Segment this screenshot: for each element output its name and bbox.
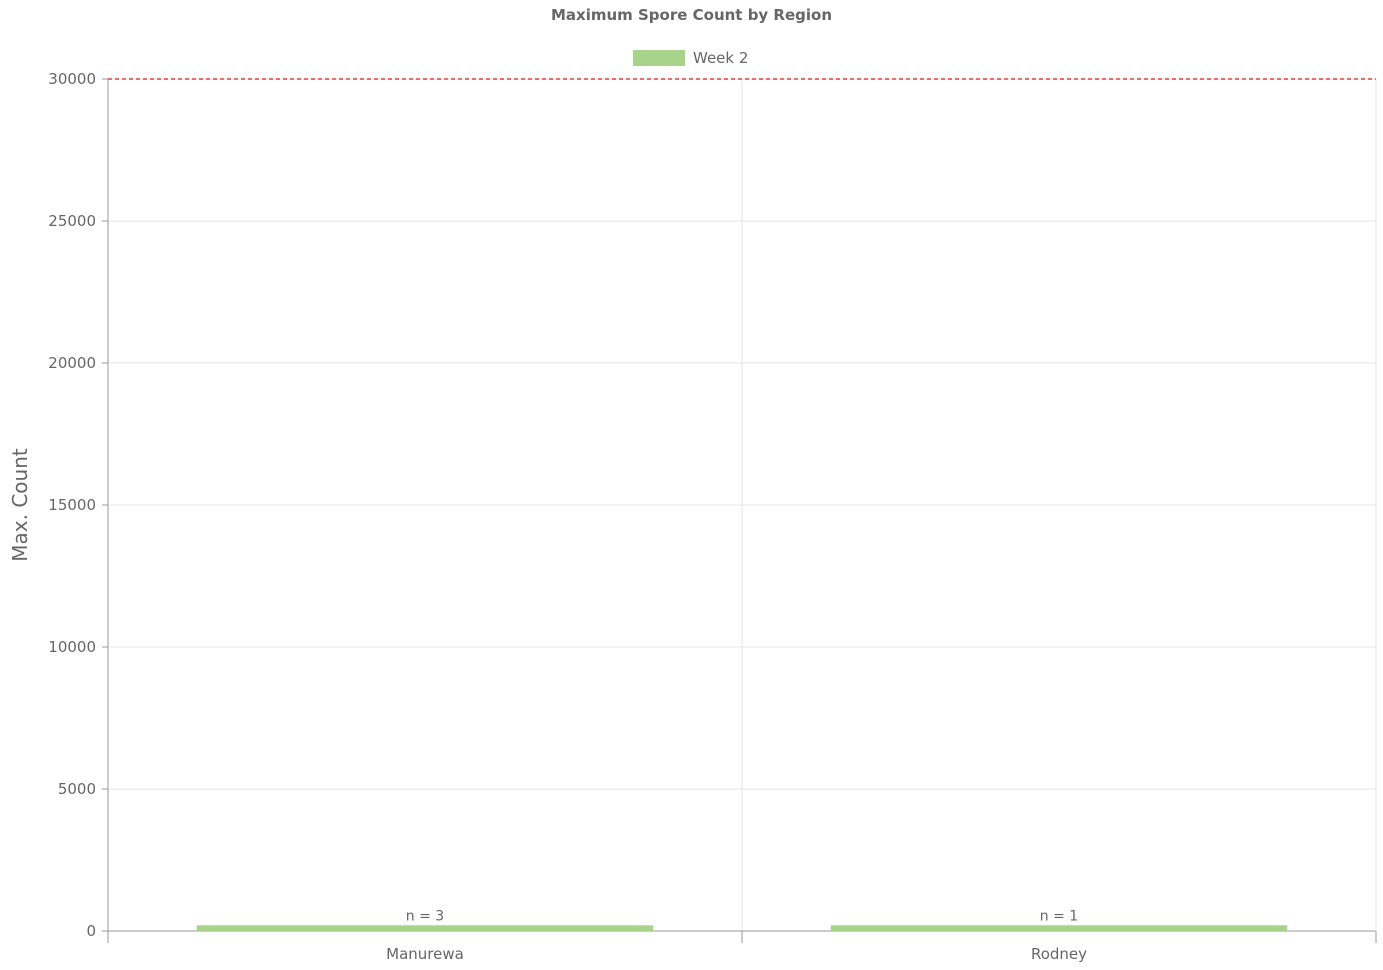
chart-title: Maximum Spore Count by Region [550,6,833,24]
x-tick-label: Rodney [1031,945,1087,963]
y-axis-label: Max. Count [8,448,32,562]
legend-label: Week 2 [693,49,749,67]
y-tick-label: 5000 [58,780,96,798]
y-tick-label: 10000 [48,638,96,656]
y-tick-label: 20000 [48,354,96,372]
x-tick-label: Manurewa [386,945,464,963]
bar-data-label: n = 3 [406,908,444,924]
bar-rodney [830,925,1288,931]
bar-manurewa [196,925,654,931]
bar-data-label: n = 1 [1040,908,1078,924]
legend: Week 2 [633,48,748,68]
y-tick-label: 15000 [48,496,96,514]
legend-swatch-week-2 [633,50,685,66]
y-tick-label: 30000 [48,70,96,88]
y-tick-label: 0 [86,922,96,940]
y-tick-label: 25000 [48,212,96,230]
